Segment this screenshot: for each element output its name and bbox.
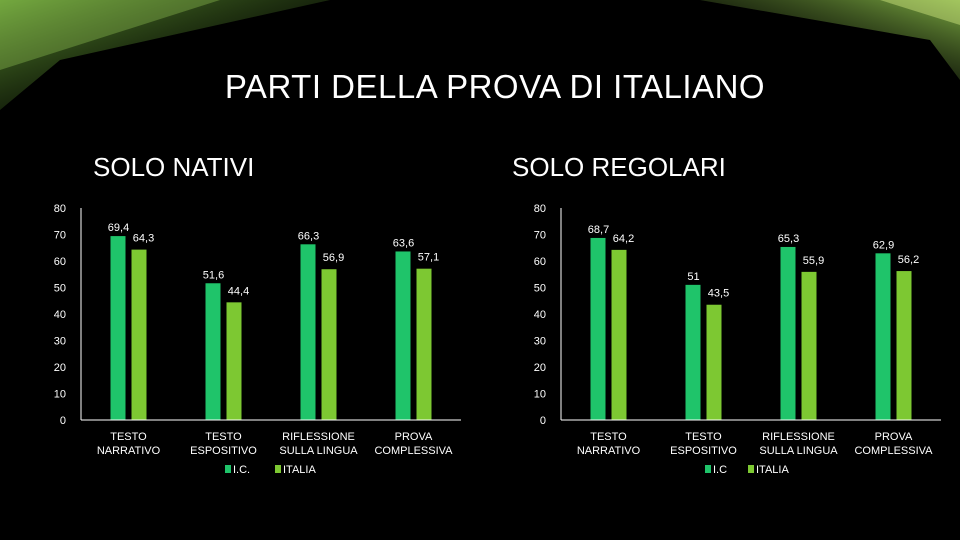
data-label: 64,2: [613, 233, 634, 245]
legend-swatch-ic: [705, 465, 711, 473]
category-label: COMPLESSIVA: [374, 445, 453, 457]
y-tick-label: 80: [54, 203, 66, 215]
category-label: TESTO: [110, 431, 147, 443]
bar-ic: [685, 284, 701, 420]
category-label: ESPOSITIVO: [190, 445, 257, 457]
bar-italia: [416, 268, 432, 420]
chart-title-nativi: SOLO NATIVI: [93, 152, 255, 182]
bar-italia: [131, 249, 147, 420]
y-tick-label: 10: [534, 389, 546, 401]
chart-title-regolari: SOLO REGOLARI: [512, 152, 726, 182]
legend-label: I.C.: [233, 464, 250, 476]
data-label: 51,6: [203, 269, 224, 281]
data-label: 68,7: [588, 224, 609, 236]
data-label: 69,4: [108, 222, 129, 234]
bar-ic: [205, 283, 221, 420]
data-label: 44,4: [228, 285, 249, 297]
bar-ic: [590, 237, 606, 420]
category-label: SULLA LINGUA: [759, 445, 838, 457]
data-label: 56,2: [898, 254, 919, 266]
bar-italia: [896, 271, 912, 420]
category-label: ESPOSITIVO: [670, 445, 737, 457]
data-label: 57,1: [418, 252, 439, 264]
bar-italia: [611, 249, 627, 420]
data-label: 66,3: [298, 230, 319, 242]
legend-swatch-ic: [225, 465, 231, 473]
legend-label: I.C: [713, 464, 727, 476]
y-tick-label: 60: [534, 256, 546, 268]
category-label: COMPLESSIVA: [854, 445, 933, 457]
category-label: TESTO: [590, 431, 627, 443]
data-label: 56,9: [323, 252, 344, 264]
category-label: SULLA LINGUA: [279, 445, 358, 457]
legend-label: ITALIA: [756, 464, 789, 476]
y-tick-label: 60: [54, 256, 66, 268]
y-tick-label: 40: [54, 309, 66, 321]
y-tick-label: 0: [60, 415, 66, 427]
bar-chart-regolari: 0 10 20 30 40 50 60 70 80 68,7 64,2 TESTO NARRATIVO 5…: [534, 203, 941, 476]
y-tick-label: 0: [540, 415, 546, 427]
y-tick-label: 70: [534, 230, 546, 242]
category-label: TESTO: [205, 431, 242, 443]
y-tick-label: 10: [54, 389, 66, 401]
data-label: 64,3: [133, 233, 154, 245]
bar-ic: [300, 244, 316, 420]
bar-italia: [226, 302, 242, 420]
legend-swatch-italia: [275, 465, 281, 473]
y-tick-label: 70: [54, 230, 66, 242]
y-tick-label: 80: [534, 203, 546, 215]
data-label: 62,9: [873, 239, 894, 251]
category-label: RIFLESSIONE: [762, 431, 835, 443]
y-tick-label: 20: [54, 362, 66, 374]
data-label: 51: [687, 271, 699, 283]
y-tick-label: 30: [54, 336, 66, 348]
category-label: NARRATIVO: [97, 445, 161, 457]
bar-ic: [875, 253, 891, 420]
data-label: 63,6: [393, 237, 414, 249]
bar-ic: [110, 236, 126, 420]
data-label: 43,5: [708, 288, 729, 300]
category-label: TESTO: [685, 431, 722, 443]
bar-italia: [321, 269, 337, 420]
bar-italia: [706, 304, 722, 420]
category-label: NARRATIVO: [577, 445, 641, 457]
data-label: 55,9: [803, 255, 824, 267]
y-tick-label: 30: [534, 336, 546, 348]
category-label: PROVA: [395, 431, 433, 443]
category-label: RIFLESSIONE: [282, 431, 355, 443]
y-tick-label: 50: [54, 283, 66, 295]
data-label: 65,3: [778, 233, 799, 245]
category-label: PROVA: [875, 431, 913, 443]
legend-label: ITALIA: [283, 464, 316, 476]
legend-swatch-italia: [748, 465, 754, 473]
y-tick-label: 20: [534, 362, 546, 374]
page-title: PARTI DELLA PROVA DI ITALIANO: [224, 68, 766, 105]
bar-ic: [780, 246, 796, 420]
y-tick-label: 50: [534, 283, 546, 295]
bar-ic: [395, 251, 411, 420]
bar-chart-nativi: 0 10 20 30 40 50 60 70 80 69,4 64,3 TESTO NARRATIVO 5…: [54, 203, 461, 476]
bar-italia: [801, 271, 817, 420]
y-tick-label: 40: [534, 309, 546, 321]
